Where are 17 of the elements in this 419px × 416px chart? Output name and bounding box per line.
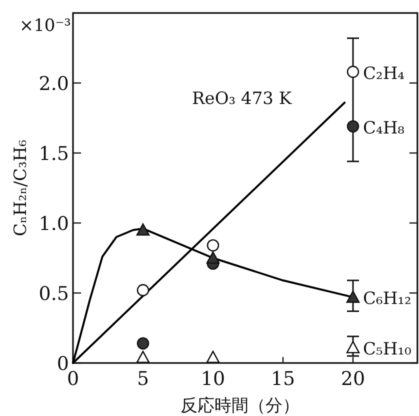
- x-tick-label: 10: [200, 368, 226, 390]
- legend-label: C₆H₁₂: [363, 289, 412, 310]
- y-axis-title: CₙH₂ₙ/C₃H₆: [11, 140, 31, 236]
- x-tick-label: 5: [136, 368, 150, 390]
- x-axis-title: 反応時間（分）: [180, 396, 300, 416]
- x-tick-label: 15: [270, 368, 296, 390]
- x-tick-label: 20: [340, 368, 366, 390]
- text: ×10⁻³: [19, 16, 71, 36]
- legend-label: C₂H₄: [363, 64, 405, 84]
- series-label: C₅H₁₀: [363, 340, 412, 360]
- series-label: C₄H₈: [363, 118, 405, 138]
- y-tick-label: 0: [56, 353, 69, 375]
- y-tick-label: 0.5: [38, 283, 69, 305]
- y-tick-label: 1.0: [38, 213, 69, 235]
- y-tick-label: 1.5: [38, 143, 69, 165]
- annotation: ReO₃ 473 K: [192, 89, 292, 109]
- y-tick-label: 2.0: [38, 73, 69, 95]
